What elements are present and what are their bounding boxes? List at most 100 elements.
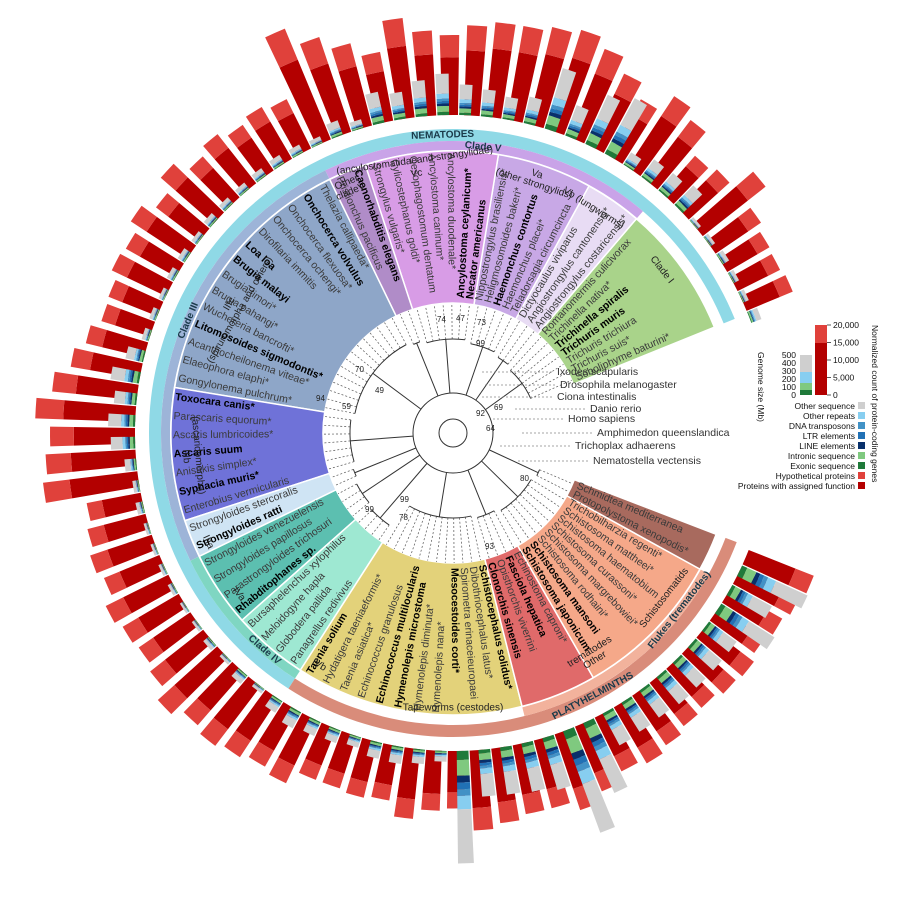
genome-bar-segment <box>166 267 176 280</box>
protein-bar-assigned <box>677 180 719 220</box>
genome-bar-segment <box>153 543 158 555</box>
genome-bar-segment <box>747 311 753 323</box>
genome-bar-segment <box>646 692 657 702</box>
genome-bar-segment <box>735 617 750 632</box>
tree-branch <box>436 517 443 562</box>
genome-bar-segment <box>223 201 233 212</box>
genome-bar-segment <box>153 308 159 321</box>
tree-branch <box>391 317 407 345</box>
genome-bar-segment <box>132 480 138 493</box>
protein-bar-hypothetical <box>394 797 415 819</box>
protein-bar-assigned <box>255 121 293 167</box>
genome-bar-segment <box>678 199 689 210</box>
genome-bar-segment <box>179 602 188 614</box>
genome-bar-segment <box>349 734 361 740</box>
clade-sector <box>184 472 338 558</box>
genome-bar-segment <box>170 269 178 280</box>
genome-bar-segment <box>274 162 285 170</box>
genome-bar-segment <box>269 698 280 706</box>
genome-bar-segment <box>182 601 190 612</box>
genome-bar-segment <box>459 99 472 104</box>
genome-bar-segment <box>153 543 159 555</box>
tree-branch <box>386 505 410 545</box>
genome-bar-segment <box>127 369 132 383</box>
genome-bar-segment <box>160 563 167 575</box>
genome-bar-segment <box>602 707 615 717</box>
genome-bar-segment <box>499 745 513 752</box>
genome-bar-segment <box>125 436 128 449</box>
genome-bar-segment <box>124 414 127 427</box>
genome-bar-segment <box>326 120 341 132</box>
genome-bar-segment <box>206 215 216 226</box>
genome-bar-segment <box>308 720 320 727</box>
genome-bar-segment <box>690 219 699 229</box>
genome-bar-segment <box>147 329 153 342</box>
legend-item-swatch <box>858 402 865 409</box>
tree-branch <box>323 440 351 444</box>
legend-item-label: Other repeats <box>803 411 855 421</box>
clade-sector <box>173 178 398 413</box>
genome-bar-segment <box>307 720 319 727</box>
genome-bar-segment <box>306 722 319 730</box>
genome-bar-segment <box>658 188 669 198</box>
genome-bar-segment <box>221 653 231 663</box>
outgroup-label: Ixodes scapularis <box>557 366 638 378</box>
genome-bar-segment <box>209 218 219 228</box>
genome-bar-segment <box>658 671 671 684</box>
genome-bar-segment <box>437 111 450 116</box>
genome-bar-segment <box>389 91 404 107</box>
genome-bar-segment <box>391 748 403 752</box>
legend-genome-tick: 200 <box>782 374 796 384</box>
genome-bar-segment <box>255 173 267 182</box>
genome-bar-segment <box>208 217 218 228</box>
genome-bar-segment <box>705 235 713 246</box>
genome-bar-segment <box>595 745 612 760</box>
genome-bar-segment <box>393 116 406 121</box>
genome-bar-segment <box>526 109 539 116</box>
tree-node-arc <box>352 469 357 477</box>
tree-branch <box>328 461 355 470</box>
tree-branch <box>444 517 449 563</box>
protein-bar-hypothetical <box>439 34 460 58</box>
legend-item-label: Intronic sequence <box>788 451 855 461</box>
genome-bar-segment <box>132 458 134 471</box>
genome-bar-segment <box>739 592 749 605</box>
genome-bar-segment <box>616 124 632 138</box>
genome-bar-segment <box>478 752 492 761</box>
legend-genome-tick: 100 <box>782 382 796 392</box>
protein-bar-hypothetical <box>265 28 298 68</box>
genome-bar-segment <box>551 97 567 109</box>
genome-bar-segment <box>327 731 339 738</box>
genome-bar-segment <box>456 759 470 776</box>
genome-bar-segment <box>291 150 303 157</box>
genome-bar-segment <box>207 216 216 226</box>
protein-bar-hypothetical <box>572 29 601 65</box>
genome-bar-segment <box>181 250 189 261</box>
genome-bar-segment <box>311 140 322 147</box>
genome-bar-segment <box>457 788 471 796</box>
genome-bar-segment <box>133 436 136 449</box>
protein-bar-hypothetical <box>760 254 781 276</box>
genome-bar-segment <box>415 113 428 118</box>
genome-bar-segment <box>661 185 672 195</box>
genome-bar-segment <box>371 115 385 123</box>
protein-bar-assigned <box>101 492 144 518</box>
genome-bar-segment <box>127 392 130 405</box>
genome-bar-segment <box>594 118 609 130</box>
genome-bar-segment <box>411 755 425 765</box>
bootstrap-value: 93 <box>485 542 494 551</box>
genome-bar-segment <box>562 727 578 740</box>
clade-label-tapeworms: Tapeworms (cestodes) <box>403 703 504 714</box>
genome-bar-segment <box>146 522 151 534</box>
protein-bar-hypothetical <box>518 26 544 56</box>
genome-bar-segment <box>645 169 657 179</box>
genome-bar-segment <box>254 682 264 691</box>
genome-bar-segment <box>599 753 628 793</box>
protein-bar-hypothetical <box>772 275 793 298</box>
genome-bar-segment <box>481 107 494 110</box>
protein-bar-hypothetical <box>613 748 638 772</box>
genome-bar-segment <box>614 131 628 141</box>
genome-bar-segment <box>412 753 425 756</box>
genome-bar-segment <box>110 366 127 382</box>
